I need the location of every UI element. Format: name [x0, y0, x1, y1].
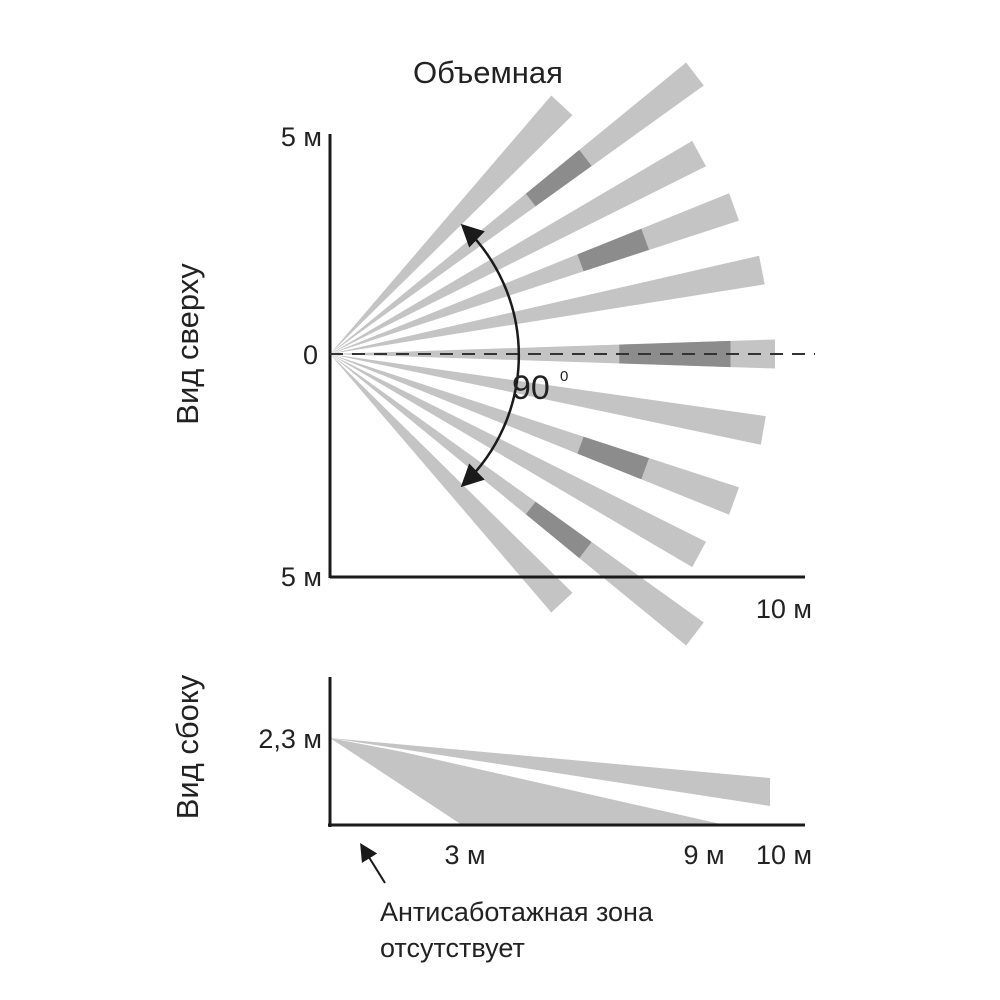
beam-1	[330, 95, 573, 354]
beam-fan	[330, 62, 775, 646]
note-line-1: Антисаботажная зона	[380, 897, 654, 927]
beam-2	[330, 62, 704, 354]
beam-10-dense-zone	[525, 501, 592, 559]
top-view-label: Вид сверху	[170, 263, 205, 425]
beam-7	[330, 354, 766, 445]
side-view-panel: Вид сбоку 2,3 м 3 м 9 м 10 м Антисаботаж…	[170, 674, 812, 963]
side-x-label-3m: 3 м	[444, 840, 485, 870]
side-beam-near	[330, 738, 725, 825]
note-line-2: отсутствует	[380, 933, 525, 963]
top-view-panel: Вид сверху 90 0 5 м 0 5 м 10 м	[170, 62, 815, 646]
angle-value: 90	[512, 369, 550, 407]
beam-3	[330, 140, 706, 354]
top-y-label-zero: 0	[303, 340, 318, 370]
side-beam-far	[330, 738, 770, 806]
beam-6-dense-zone	[619, 340, 731, 368]
beam-10	[330, 354, 704, 646]
side-view-label: Вид сбоку	[170, 674, 205, 819]
beam-4	[330, 193, 739, 354]
angle-degree-mark: 0	[560, 368, 568, 385]
diagram-title: Объемная	[413, 55, 563, 90]
height-label: 2,3 м	[258, 724, 322, 754]
top-y-label-bottom: 5 м	[281, 562, 322, 592]
side-x-label-9m: 9 м	[683, 840, 724, 870]
beam-4-dense-zone	[577, 228, 649, 272]
note-pointer-arrow	[360, 842, 386, 884]
top-y-label-top: 5 м	[281, 122, 322, 152]
beam-5	[330, 255, 765, 354]
beam-2-dense-zone	[525, 149, 592, 207]
beam-9	[330, 354, 706, 568]
beam-8-dense-zone	[577, 436, 649, 480]
coverage-angle-arc	[460, 223, 521, 488]
beam-11	[330, 354, 573, 613]
side-x-label-10m: 10 м	[756, 840, 812, 870]
top-x-label-end: 10 м	[756, 594, 812, 624]
